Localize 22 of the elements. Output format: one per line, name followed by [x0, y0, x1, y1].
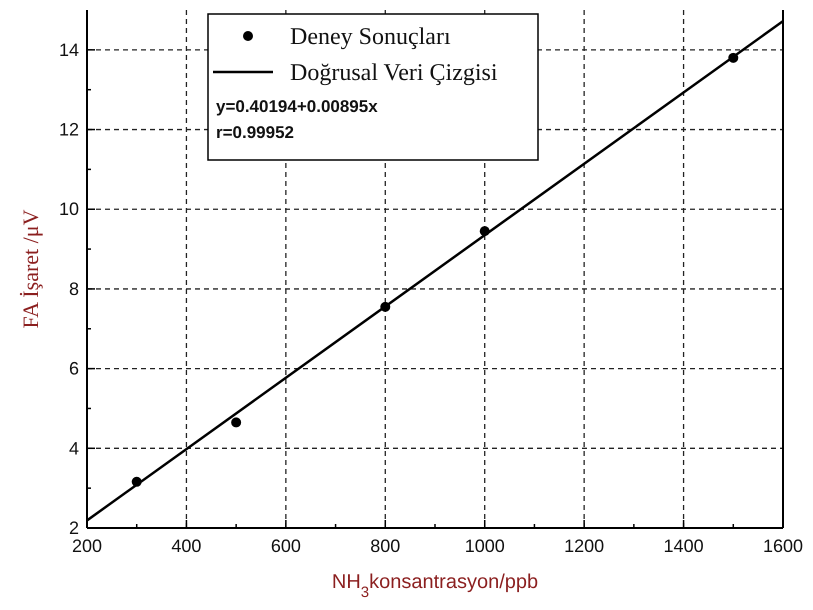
- x-axis-title: NH$_{3}$konsantrasyon/ppb: [332, 571, 538, 600]
- y-tick-label: 12: [58, 120, 79, 140]
- x-tick-label: 600: [270, 536, 301, 556]
- annotation: y=0.40194+0.00895x: [216, 97, 378, 116]
- y-axis-title: FA İşaret /μV: [18, 209, 43, 328]
- y-tick-label: 8: [68, 278, 79, 299]
- legend-label: Doğrusal Veri Çizgisi: [290, 60, 498, 86]
- y-tick-label: 10: [58, 199, 79, 220]
- x-tick-label: 800: [370, 536, 400, 556]
- annotation: r=0.99952: [216, 123, 294, 142]
- legend-label: Deney Sonuçları: [290, 24, 451, 50]
- y-tick-label: 2: [68, 518, 79, 538]
- x-tick-label: 400: [171, 536, 202, 556]
- x-tick-label: 1400: [664, 536, 704, 556]
- y-tick-label: 14: [58, 40, 79, 60]
- x-tick-label: 200: [72, 536, 102, 556]
- x-tick-label: 1200: [564, 536, 604, 556]
- point: [231, 417, 242, 428]
- y-tick-label: 4: [68, 438, 79, 458]
- x-tick-label: 1000: [464, 536, 505, 556]
- y-tick-label: 6: [68, 358, 79, 379]
- x-tick-label: 1600: [762, 536, 804, 556]
